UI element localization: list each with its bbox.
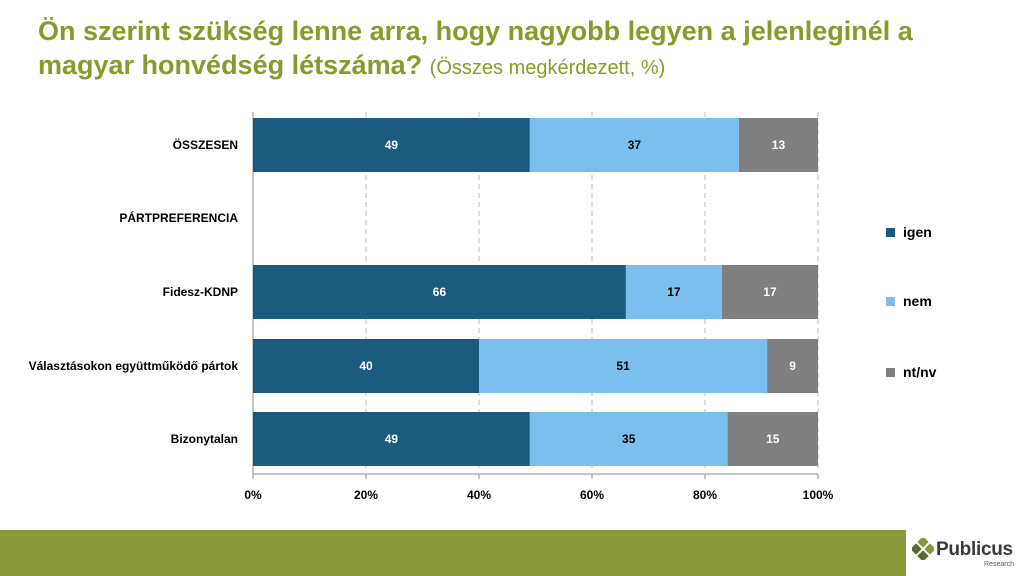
bar-segment-igen	[253, 339, 479, 393]
x-tick-label: 20%	[354, 488, 378, 502]
bar-segment-ntnv	[767, 339, 818, 393]
bar-segment-nem	[625, 265, 722, 319]
data-label: 40	[359, 359, 373, 373]
data-label: 17	[763, 285, 777, 299]
data-label: 37	[628, 138, 642, 152]
x-tick-label: 80%	[693, 488, 717, 502]
x-tick-label: 0%	[244, 488, 262, 502]
stacked-bar-chart: 0% 20% 40% 60% 80% 100% ÖSSZESEN 49 37 13 PÁRTPREF…	[29, 112, 937, 502]
data-label: 66	[433, 285, 447, 299]
logo-subtitle: Research	[984, 561, 1014, 568]
data-label: 49	[385, 432, 399, 446]
legend-label: nt/nv	[903, 364, 937, 380]
category-label: Bizonytalan	[171, 432, 238, 446]
legend-swatch	[886, 228, 895, 237]
bar-segment-igen	[253, 412, 530, 466]
data-label: 51	[616, 359, 630, 373]
bar-segment-nem	[529, 412, 728, 466]
title-main: Ön szerint szükség lenne arra, hogy nagy…	[38, 16, 913, 80]
bar-segment-igen	[253, 118, 530, 172]
data-label: 15	[766, 432, 780, 446]
data-label: 49	[385, 138, 399, 152]
data-label: 17	[667, 285, 681, 299]
logo-name: Publicus	[936, 539, 1013, 560]
category-label: ÖSSZESEN	[173, 137, 238, 152]
bar-segment-nem	[529, 118, 739, 172]
bar-segment-igen	[253, 265, 626, 319]
data-label: 9	[789, 359, 796, 373]
legend-swatch	[886, 368, 895, 377]
bar-segment-nem	[479, 339, 768, 393]
chart-title: Ön szerint szükség lenne arra, hogy nagy…	[38, 14, 998, 85]
x-tick-label: 40%	[467, 488, 491, 502]
legend-swatch	[886, 297, 895, 306]
footer-bar	[0, 530, 1024, 576]
category-label: Választásokon együttműködő pártok	[29, 359, 239, 373]
data-label: 13	[772, 138, 786, 152]
category-label: Fidesz-KDNP	[163, 285, 238, 299]
bar-segment-ntnv	[738, 118, 818, 172]
legend-label: nem	[903, 293, 932, 309]
x-tick-label: 100%	[803, 488, 834, 502]
bar-segment-ntnv	[721, 265, 818, 319]
legend-label: igen	[903, 224, 932, 240]
category-label: PÁRTPREFERENCIA	[119, 210, 238, 225]
title-subtitle: (Összes megkérdezett, %)	[429, 57, 666, 79]
x-tick-label: 60%	[580, 488, 604, 502]
bar-segment-ntnv	[727, 412, 818, 466]
publicus-logo: Publicus Research	[906, 530, 1024, 576]
publicus-logo-icon	[912, 538, 934, 560]
data-label: 35	[622, 432, 636, 446]
